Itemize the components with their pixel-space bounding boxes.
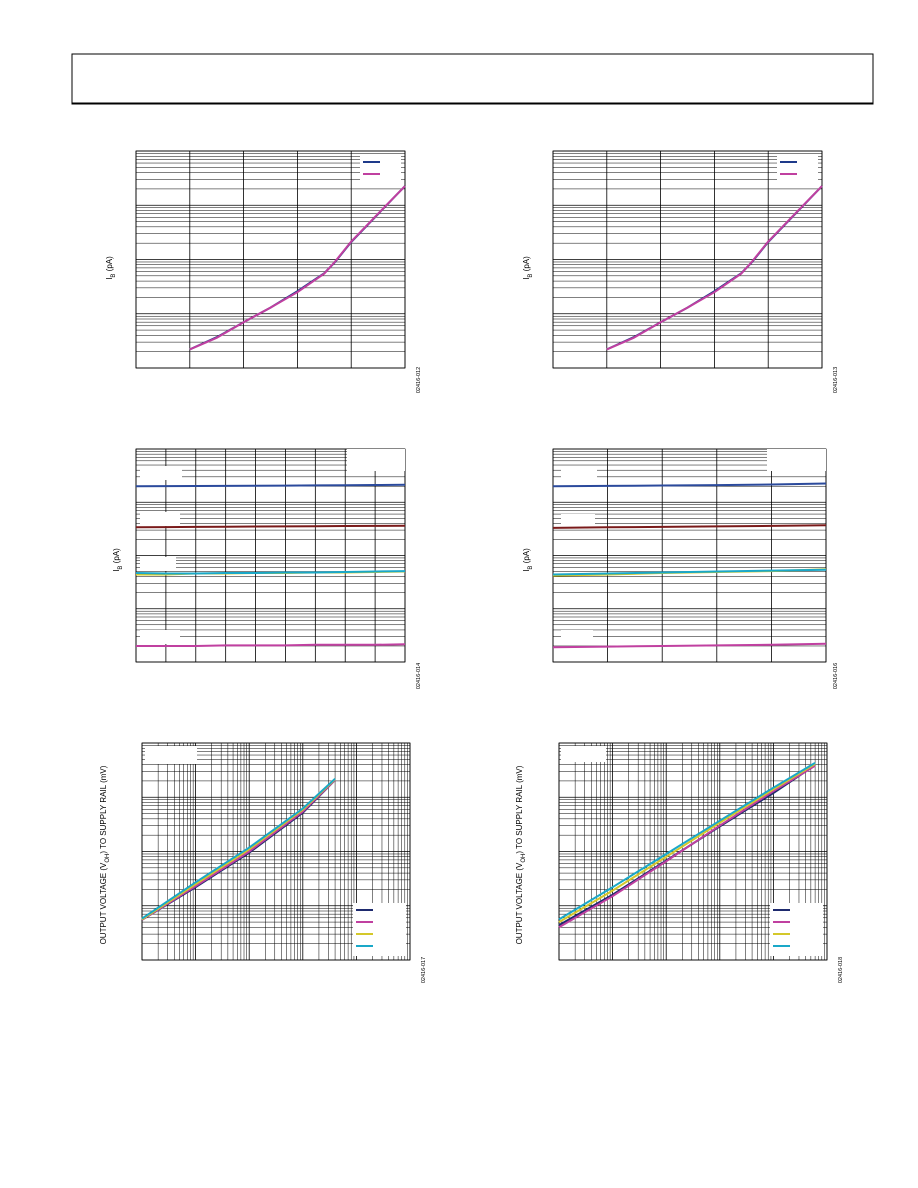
y-axis-label-part: (pA) bbox=[112, 548, 121, 566]
series-line bbox=[552, 524, 827, 529]
label-box bbox=[561, 746, 606, 762]
y-axis-label-part: (pA) bbox=[522, 256, 531, 274]
series-line bbox=[136, 643, 406, 647]
y-axis-label-part: B bbox=[528, 274, 534, 278]
series-line bbox=[189, 185, 406, 351]
y-axis-label: IB (pA) bbox=[112, 548, 124, 572]
y-axis-label-part: (pA) bbox=[105, 256, 114, 274]
series-line bbox=[558, 764, 816, 929]
series-line bbox=[558, 763, 816, 923]
header-box bbox=[71, 53, 874, 105]
y-axis-label: OUTPUT VOLTAGE (VOH) TO SUPPLY RAIL (mV) bbox=[515, 765, 527, 944]
series-line bbox=[141, 779, 336, 921]
label-box bbox=[347, 449, 405, 471]
y-axis-label: IB (pA) bbox=[105, 256, 117, 280]
series-line bbox=[552, 642, 827, 649]
label-box bbox=[140, 512, 180, 526]
y-axis-label: OUTPUT VOLTAGE (VOH) TO SUPPLY RAIL (mV) bbox=[99, 765, 111, 944]
figure-id: 02416-016 bbox=[833, 663, 839, 689]
series-line bbox=[552, 568, 827, 576]
y-axis-label: IB (pA) bbox=[522, 256, 534, 280]
y-axis-label-part: ) TO SUPPLY RAIL (mV) bbox=[99, 765, 108, 853]
y-axis-label-part: OUTPUT VOLTAGE (V bbox=[99, 862, 108, 944]
legend-box bbox=[770, 903, 823, 956]
series-line bbox=[558, 762, 816, 921]
figure-id: 02416-013 bbox=[833, 367, 839, 393]
series-line bbox=[552, 482, 827, 488]
figure-id: 02416-014 bbox=[416, 663, 422, 689]
legend-box bbox=[777, 155, 818, 180]
y-axis-label: IB (pA) bbox=[522, 548, 534, 572]
y-axis-label-part: B bbox=[111, 274, 117, 278]
figure-id: 02416-017 bbox=[421, 957, 427, 983]
label-box bbox=[140, 466, 182, 480]
y-axis-label-part: I bbox=[105, 278, 114, 280]
label-box bbox=[140, 557, 176, 571]
y-axis-label-part: ) TO SUPPLY RAIL (mV) bbox=[515, 765, 524, 853]
y-axis-label-part: OH bbox=[521, 854, 527, 863]
label-box bbox=[561, 630, 593, 644]
label-box bbox=[145, 746, 197, 764]
y-axis-label-part: I bbox=[522, 278, 531, 280]
figure-id: 02416-018 bbox=[838, 957, 844, 983]
y-axis-label-part: I bbox=[522, 570, 531, 572]
label-box bbox=[561, 466, 597, 480]
y-axis-label-part: B bbox=[528, 566, 534, 570]
label-box bbox=[140, 630, 180, 644]
label-box bbox=[561, 514, 595, 528]
label-box bbox=[767, 449, 826, 471]
series-line bbox=[135, 524, 406, 529]
y-axis-label-part: OH bbox=[105, 854, 111, 863]
series-line bbox=[135, 570, 406, 575]
series-line bbox=[135, 483, 406, 488]
y-axis-label-part: B bbox=[118, 566, 124, 570]
y-axis-label-part: OUTPUT VOLTAGE (V bbox=[515, 862, 524, 944]
series-line bbox=[606, 185, 823, 351]
figure-id: 02416-012 bbox=[416, 367, 422, 393]
legend-box bbox=[360, 155, 401, 180]
y-axis-label-part: I bbox=[112, 570, 121, 572]
legend-box bbox=[353, 903, 406, 956]
y-axis-label-part: (pA) bbox=[522, 548, 531, 566]
series-line bbox=[141, 777, 336, 920]
